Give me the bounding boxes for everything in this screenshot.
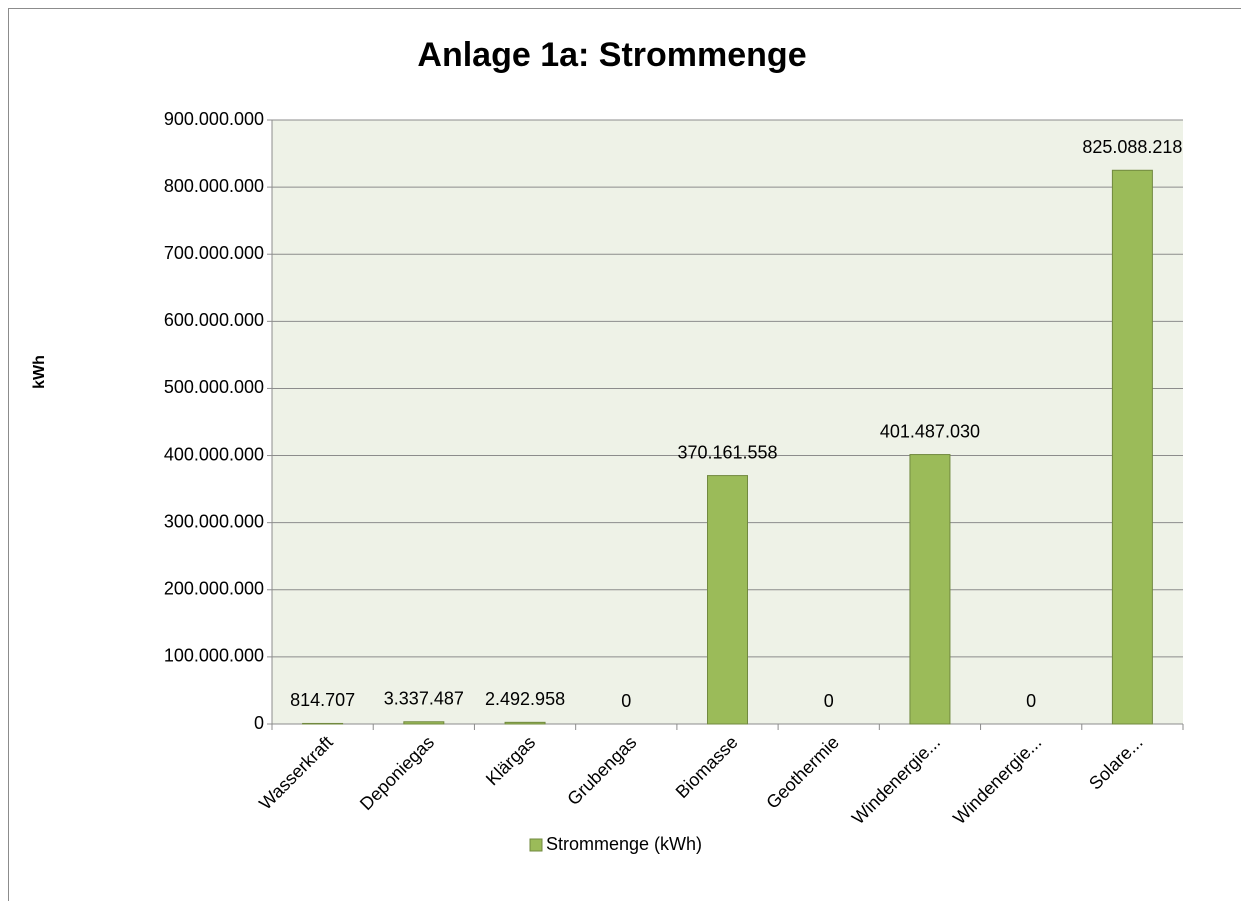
legend-swatch: [529, 838, 543, 852]
bar: [504, 721, 546, 725]
y-axis-label: kWh: [31, 355, 48, 389]
data-label: 0: [621, 691, 631, 711]
y-tick-label: 700.000.000: [164, 243, 264, 263]
y-tick-label: 0: [254, 713, 264, 733]
bar: [403, 721, 445, 725]
y-tick-label: 900.000.000: [164, 109, 264, 129]
y-tick-label: 200.000.000: [164, 579, 264, 599]
data-label: 0: [1026, 691, 1036, 711]
data-label: 401.487.030: [880, 421, 980, 441]
bar: [1111, 169, 1153, 725]
data-label: 370.161.558: [677, 442, 777, 462]
data-label: 825.088.218: [1082, 137, 1182, 157]
data-label: 3.337.487: [384, 689, 464, 709]
bar: [302, 722, 344, 725]
y-tick-label: 600.000.000: [164, 310, 264, 330]
data-label: 2.492.958: [485, 689, 565, 709]
bar: [707, 475, 748, 725]
y-tick-label: 400.000.000: [164, 444, 264, 464]
y-tick-label: 300.000.000: [164, 511, 264, 531]
y-tick-label: 500.000.000: [164, 377, 264, 397]
legend-label: Strommenge (kWh): [546, 834, 702, 854]
bar: [909, 454, 951, 725]
y-tick-label: 800.000.000: [164, 176, 264, 196]
chart-title: Anlage 1a: Strommenge: [417, 36, 806, 74]
data-label: 0: [824, 691, 834, 711]
data-label: 814.707: [290, 690, 355, 710]
y-tick-label: 100.000.000: [164, 646, 264, 666]
